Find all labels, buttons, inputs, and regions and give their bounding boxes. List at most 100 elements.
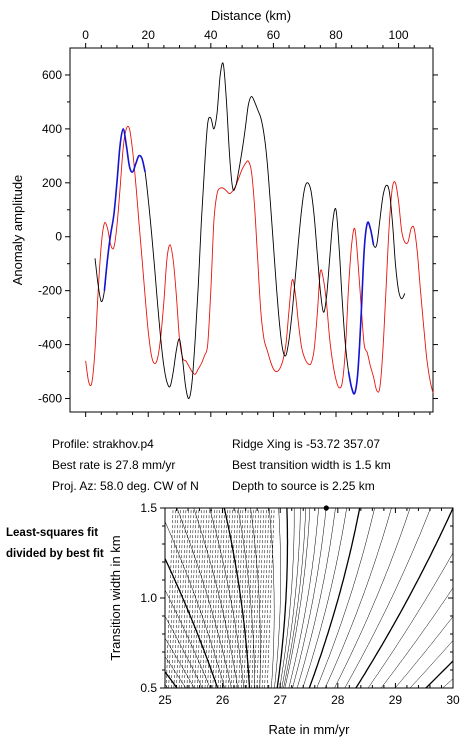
contour-line (225, 508, 233, 688)
rate-tick-label: 27 (274, 693, 288, 707)
x-tick-label: 60 (267, 28, 281, 42)
contour-line (259, 508, 267, 688)
contour-line (254, 508, 262, 688)
projection-azimuth-label: Proj. Az: 58.0 deg. CW of N (52, 479, 199, 493)
rate-tick-label: 26 (216, 693, 230, 707)
y-tick-label: 0 (55, 230, 62, 244)
x-tick-label: 20 (142, 28, 156, 42)
contour-line (165, 508, 174, 688)
ridge-crossing-label: Ridge Xing is -53.72 357.07 (232, 437, 381, 451)
contour-line (251, 508, 259, 688)
contour-line (380, 587, 453, 688)
contour-line (264, 508, 272, 688)
y-tick-label: 200 (42, 176, 62, 190)
contour-line (256, 508, 265, 688)
misfit-note: Least-squares fit divided by best fit (6, 527, 104, 560)
width-tick-label: 0.5 (140, 681, 157, 695)
contour-line (165, 615, 203, 688)
contour-line (186, 508, 195, 688)
contour-line (215, 508, 223, 688)
width-tick-label: 1.5 (140, 501, 157, 515)
contour-line (409, 640, 453, 688)
contour-line (344, 508, 431, 688)
anomaly-series (85, 62, 434, 400)
contour-line (243, 508, 252, 688)
y-tick-label: 400 (42, 122, 62, 136)
contour-lines (165, 508, 467, 688)
misfit-contour-chart: 25 26 27 28 29 30 0.5 1.0 1.5 Rate in mm/yr Tran… (108, 501, 467, 737)
contour-ticks: 25 26 27 28 29 30 0.5 1.0 1.5 (140, 501, 460, 707)
contour-line (296, 508, 336, 688)
anomaly-axis-label: Anomaly amplitude (10, 175, 25, 286)
contour-line (235, 508, 244, 688)
fit-window-line (347, 221, 375, 395)
contour-line (461, 508, 467, 688)
anomaly-ticks: 0 20 40 60 80 100 600 400 200 0 -200 -400 -600 (38, 28, 438, 417)
misfit-contours (165, 505, 467, 688)
depth-to-source-label: Depth to source is 2.25 km (232, 479, 375, 493)
contour-line (171, 508, 179, 688)
x-tick-label: 0 (82, 28, 89, 42)
contour-line (308, 508, 361, 688)
contour-line (178, 508, 187, 688)
contour-line (165, 656, 187, 688)
anomaly-plot-frame (69, 47, 434, 413)
y-tick-label: -400 (38, 338, 62, 352)
contour-line (274, 508, 281, 688)
y-tick-label: 600 (42, 68, 62, 82)
contour-line (281, 508, 301, 688)
x-tick-label: 80 (329, 28, 343, 42)
width-tick-label: 1.0 (140, 591, 157, 605)
contour-line (324, 508, 392, 688)
distance-axis-label: Distance (km) (211, 8, 291, 23)
contour-line (268, 508, 275, 688)
contour-line (194, 508, 202, 688)
contour-line (184, 508, 192, 688)
contour-line (288, 508, 319, 688)
contour-line (191, 508, 200, 688)
contour-line (176, 508, 184, 688)
observed-anomaly-line (94, 62, 406, 400)
contour-line (181, 508, 189, 688)
contour-line (302, 508, 347, 688)
transition-width-axis-label: Transition width in km (108, 535, 123, 660)
rate-tick-label: 25 (158, 693, 172, 707)
contour-line (197, 508, 205, 688)
contour-line (283, 508, 306, 688)
contour-line (165, 589, 211, 688)
contour-line (334, 508, 411, 688)
profile-label: Profile: strakhov.p4 (52, 437, 154, 451)
contour-line (220, 508, 228, 688)
contour-line (238, 508, 246, 688)
contour-line (199, 508, 208, 688)
contour-line (165, 637, 195, 688)
contour-line (233, 508, 241, 688)
contour-line (394, 616, 453, 688)
contour-line (266, 508, 275, 688)
rate-tick-label: 29 (389, 693, 403, 707)
contour-line (207, 508, 215, 688)
contour-line (248, 508, 257, 688)
contour-line (189, 508, 197, 688)
y-tick-label: -600 (38, 392, 62, 406)
contour-line (173, 508, 182, 688)
contour-line (367, 552, 453, 688)
contour-line (209, 508, 245, 688)
model-anomaly-line (85, 125, 434, 394)
contour-line (168, 508, 176, 688)
contour-line (241, 508, 249, 688)
contour-line (217, 508, 226, 688)
best-transition-label: Best transition width is 1.5 km (232, 458, 391, 472)
rate-axis-label: Rate in mm/yr (269, 722, 351, 737)
contour-line (212, 508, 220, 688)
rate-tick-label: 28 (331, 693, 345, 707)
contour-line (230, 508, 239, 688)
contour-line (261, 508, 270, 688)
contour-line (279, 508, 295, 688)
contour-line (222, 508, 231, 688)
rate-tick-label: 30 (446, 693, 460, 707)
contour-line (228, 508, 236, 688)
best-rate-label: Best rate is 27.8 mm/yr (52, 458, 176, 472)
x-tick-label: 100 (389, 28, 409, 42)
